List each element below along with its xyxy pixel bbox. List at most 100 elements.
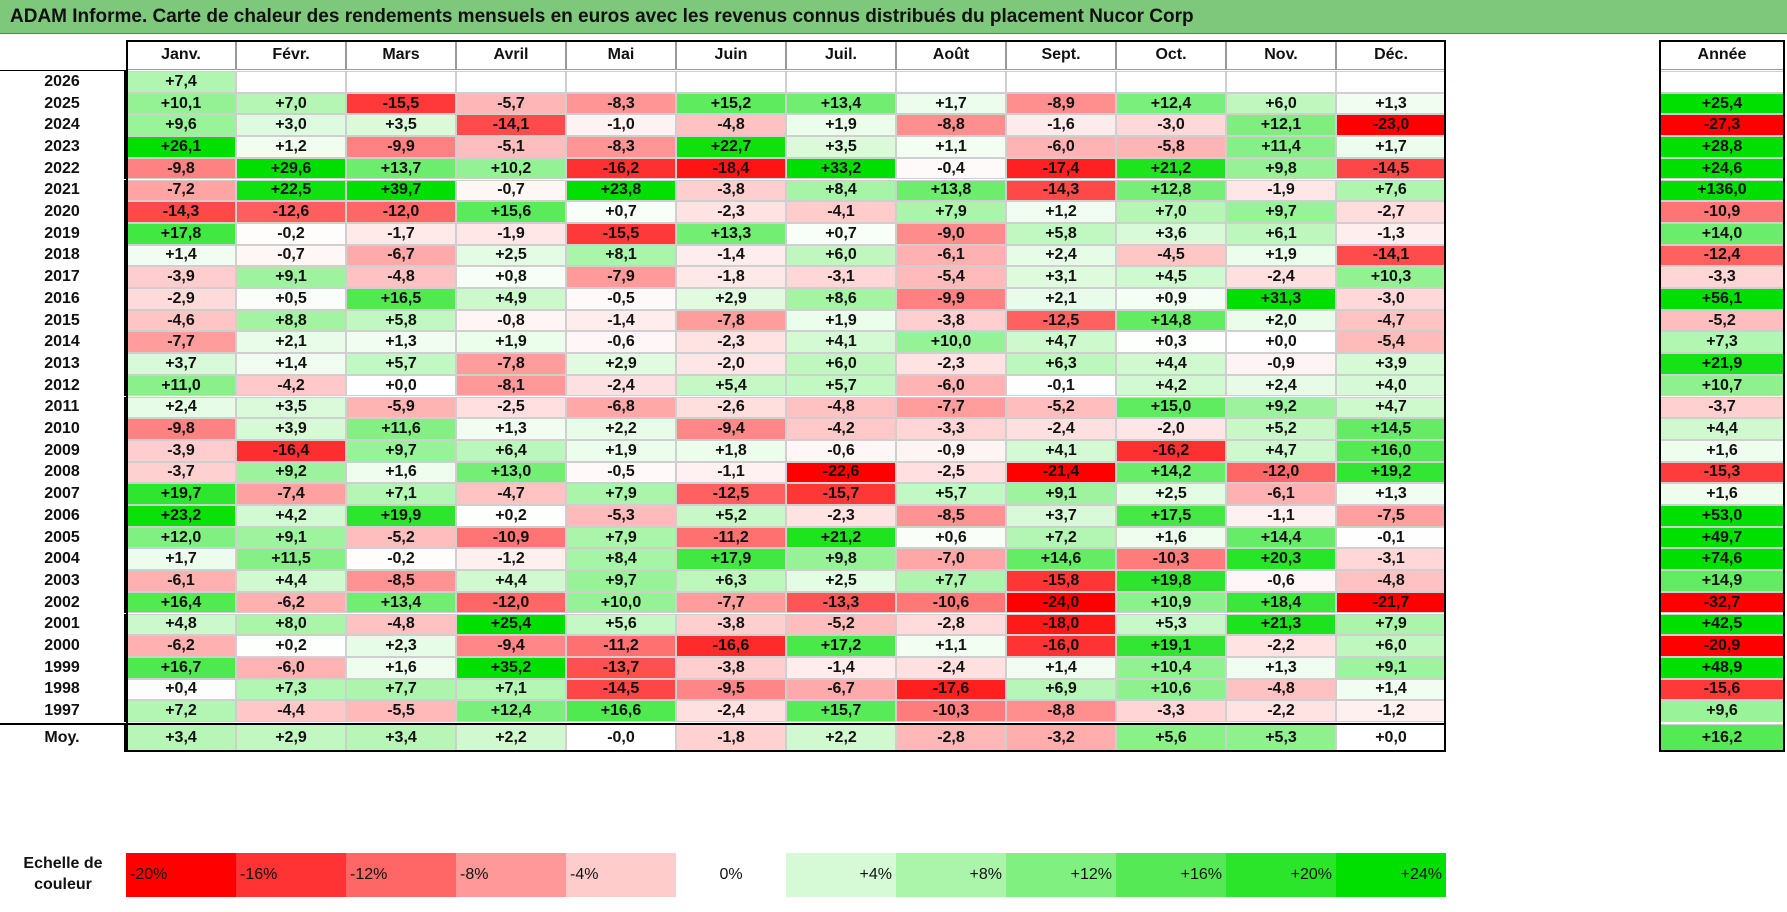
heatmap-cell: +5,2 [1226,418,1336,440]
heatmap-cell: +9,1 [1336,656,1446,679]
year-total-cell: -3,7 [1659,396,1785,419]
heatmap-cell: -8,8 [896,114,1006,137]
heatmap-cell: +10,1 [126,92,236,115]
heatmap-cell: -17,4 [1006,157,1116,180]
heatmap-cell: -8,5 [896,505,1006,527]
month-header: Févr. [236,40,346,70]
heatmap-cell: +7,9 [566,526,676,549]
heatmap-cell: +14,6 [1006,548,1116,571]
heatmap-cell: +0,4 [126,678,236,701]
heatmap-cell: -0,9 [896,439,1006,462]
year-total-cell: -27,3 [1659,114,1785,137]
average-cell: -1,8 [676,724,786,752]
heatmap-cell: +7,9 [1336,613,1446,636]
heatmap-cell: +1,4 [126,244,236,267]
heatmap-cell: +4,2 [236,505,346,527]
heatmap-cell: -3,1 [786,266,896,288]
heatmap-cell: +8,0 [236,613,346,636]
heatmap-cell: +14,8 [1116,309,1226,332]
heatmap-cell: +7,9 [566,483,676,505]
heatmap-cell: -2,3 [676,331,786,354]
heatmap-cell: -6,0 [1006,136,1116,158]
heatmap-cell: +14,2 [1116,461,1226,484]
heatmap-cell [676,71,786,93]
heatmap-cell: +2,9 [676,288,786,310]
heatmap-cell: +2,0 [1226,309,1336,332]
color-scale-step: -4% [566,853,676,897]
heatmap-cell: -11,2 [566,635,676,657]
heatmap-cell: +1,3 [1336,92,1446,115]
heatmap-cell: +3,6 [1116,222,1226,245]
heatmap-cell: -16,0 [1006,635,1116,657]
heatmap-cell: -2,4 [1226,266,1336,288]
heatmap-cell: +15,2 [676,92,786,115]
heatmap-cell: -4,7 [1336,309,1446,332]
heatmap-cell: +7,0 [1116,201,1226,223]
heatmap-cell: +5,4 [676,374,786,397]
heatmap-cell: -1,4 [786,656,896,679]
heatmap-cell: +17,9 [676,548,786,571]
heatmap-cell: -5,2 [346,526,456,549]
heatmap-cell: +6,4 [456,439,566,462]
heatmap-cell: +8,4 [566,548,676,571]
heatmap-cell: +4,0 [1336,374,1446,397]
year-total-cell: +7,3 [1659,331,1785,354]
row-year-label: 2025 [0,92,126,115]
year-total-cell: -12,4 [1659,244,1785,267]
color-scale-step: +8% [896,853,1006,897]
heatmap-cell: +9,8 [1226,157,1336,180]
heatmap-cell: +7,0 [236,92,346,115]
month-header: Janv. [126,40,236,70]
year-total-cell: +1,6 [1659,483,1785,505]
heatmap-cell [346,71,456,93]
heatmap-cell: -5,2 [1006,396,1116,419]
heatmap-cell: -9,9 [896,288,1006,310]
heatmap-cell: -3,8 [896,309,1006,332]
year-total-cell: -15,3 [1659,461,1785,484]
row-label-top-line [0,70,126,71]
heatmap-cell: -5,9 [346,396,456,419]
heatmap-cell: +3,9 [1336,353,1446,375]
heatmap-cell: -8,5 [346,570,456,592]
heatmap-cell: -2,3 [676,201,786,223]
heatmap-cell: -2,9 [126,288,236,310]
heatmap-cell: +1,7 [126,548,236,571]
heatmap-cell: +4,4 [236,570,346,592]
heatmap-cell: -2,4 [566,374,676,397]
heatmap-cell: -2,2 [1226,700,1336,722]
row-year-label: 2008 [0,461,126,484]
heatmap-cell: -14,1 [456,114,566,137]
heatmap-cell: +0,2 [456,505,566,527]
heatmap-cell: -3,3 [1116,700,1226,722]
heatmap-cell: +9,1 [1006,483,1116,505]
heatmap-cell: -3,8 [676,179,786,202]
heatmap-cell: +17,8 [126,222,236,245]
heatmap-cell: +7,1 [346,483,456,505]
heatmap-cell: +21,3 [1226,613,1336,636]
heatmap-cell: +17,5 [1116,505,1226,527]
heatmap-cell: -12,5 [676,483,786,505]
heatmap-cell: -0,5 [566,288,676,310]
heatmap-cell: -6,1 [126,570,236,592]
color-scale-step: +4% [786,853,896,897]
heatmap-cell: -7,7 [676,591,786,614]
heatmap-cell: +16,7 [126,656,236,679]
heatmap-cell: -22,6 [786,461,896,484]
heatmap-cell: -6,8 [566,396,676,419]
heatmap-cell: +10,0 [566,591,676,614]
heatmap-cell: +3,1 [1006,266,1116,288]
heatmap-cell: -2,0 [676,353,786,375]
row-year-label: 2002 [0,591,126,614]
heatmap-cell: -5,5 [346,700,456,722]
heatmap-cell: -16,6 [676,635,786,657]
heatmap-cell: -10,6 [896,591,1006,614]
heatmap-cell: -1,8 [676,266,786,288]
year-total-cell: +24,6 [1659,157,1785,180]
row-year-label: 2010 [0,418,126,440]
heatmap-cell: -5,1 [456,136,566,158]
heatmap-cell: -3,7 [126,461,236,484]
color-scale-label: Echelle de couleur [23,855,103,893]
heatmap-cell: -1,1 [1226,505,1336,527]
heatmap-cell: +19,2 [1336,461,1446,484]
heatmap-cell: -6,2 [126,635,236,657]
